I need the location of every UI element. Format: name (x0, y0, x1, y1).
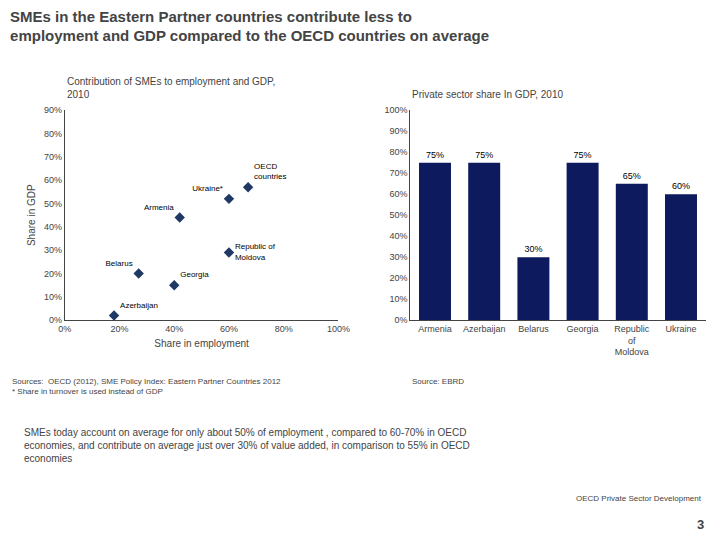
svg-text:90%: 90% (390, 126, 408, 136)
svg-text:75%: 75% (426, 150, 444, 160)
svg-text:10%: 10% (390, 294, 408, 304)
svg-text:RepublicofMoldova: RepublicofMoldova (614, 324, 650, 357)
svg-text:Azerbaijan: Azerbaijan (463, 324, 506, 334)
svg-text:Georgia: Georgia (180, 270, 209, 279)
svg-text:90%: 90% (44, 105, 62, 115)
svg-text:30%: 30% (524, 244, 542, 254)
svg-text:Sources: OECD (2012), SME Pol: Sources: OECD (2012), SME Policy Index: … (12, 377, 281, 396)
svg-text:20%: 20% (44, 269, 62, 279)
svg-text:60%: 60% (672, 181, 690, 191)
svg-text:Belarus: Belarus (106, 259, 133, 268)
svg-text:65%: 65% (623, 171, 641, 181)
svg-text:60%: 60% (220, 324, 238, 334)
svg-text:75%: 75% (574, 150, 592, 160)
svg-text:60%: 60% (390, 189, 408, 199)
svg-text:Armenia: Armenia (418, 324, 452, 334)
svg-text:75%: 75% (475, 150, 493, 160)
svg-text:50%: 50% (44, 199, 62, 209)
svg-text:Armenia: Armenia (144, 203, 174, 212)
svg-text:50%: 50% (390, 210, 408, 220)
svg-text:40%: 40% (390, 231, 408, 241)
svg-text:30%: 30% (44, 245, 62, 255)
svg-text:Contribution of SMEs to employ: Contribution of SMEs to employment and G… (67, 76, 275, 100)
svg-text:0%: 0% (49, 315, 62, 325)
svg-text:OECDcountries: OECDcountries (254, 162, 286, 181)
svg-text:0%: 0% (58, 324, 71, 334)
svg-text:Ukraine: Ukraine (665, 324, 696, 334)
svg-text:20%: 20% (111, 324, 129, 334)
svg-text:10%: 10% (44, 292, 62, 302)
svg-text:Source: EBRD: Source: EBRD (412, 377, 464, 386)
svg-text:20%: 20% (390, 273, 408, 283)
svg-text:Belarus: Belarus (518, 324, 549, 334)
svg-text:60%: 60% (44, 175, 62, 185)
svg-text:70%: 70% (44, 152, 62, 162)
svg-text:100%: 100% (327, 324, 350, 334)
svg-text:100%: 100% (385, 105, 408, 115)
svg-text:OECD Private Sector Developmen: OECD Private Sector Development (576, 494, 702, 503)
svg-text:Share in employment: Share in employment (154, 338, 249, 349)
svg-text:SMEs today account on average: SMEs today account on average for only a… (24, 427, 470, 464)
svg-text:40%: 40% (165, 324, 183, 334)
svg-text:70%: 70% (390, 168, 408, 178)
svg-text:80%: 80% (390, 147, 408, 157)
svg-text:3: 3 (697, 517, 704, 532)
svg-text:40%: 40% (44, 222, 62, 232)
svg-text:Republic ofMoldova: Republic ofMoldova (235, 242, 276, 261)
svg-text:80%: 80% (44, 129, 62, 139)
svg-text:Private sector share In GDP, 2: Private sector share In GDP, 2010 (412, 89, 563, 100)
svg-text:SMEs in the Eastern Partner co: SMEs in the Eastern Partner countries co… (10, 8, 489, 45)
svg-text:Ukraine*: Ukraine* (192, 184, 223, 193)
svg-text:Share in GDP: Share in GDP (26, 184, 37, 246)
svg-text:30%: 30% (390, 252, 408, 262)
svg-text:Azerbaijan: Azerbaijan (120, 301, 158, 310)
svg-text:80%: 80% (275, 324, 293, 334)
svg-text:Georgia: Georgia (567, 324, 599, 334)
svg-text:0%: 0% (395, 315, 408, 325)
